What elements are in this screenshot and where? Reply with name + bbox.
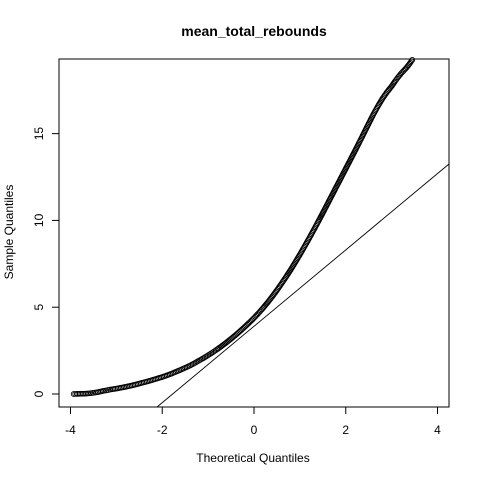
y-axis: 0 5 10 15 xyxy=(32,127,60,397)
x-tick-label: 4 xyxy=(434,423,441,437)
x-axis: -4 -2 0 2 4 xyxy=(65,406,441,437)
x-axis-label: Theoretical Quantiles xyxy=(196,451,309,465)
x-tick-label: -2 xyxy=(157,423,168,437)
plot-frame xyxy=(58,58,450,408)
y-tick-label: 0 xyxy=(32,390,46,397)
qq-reference-line xyxy=(156,163,450,408)
qq-point xyxy=(409,57,416,63)
y-tick-label: 15 xyxy=(32,127,46,141)
x-tick-label: 0 xyxy=(251,423,258,437)
sample-points xyxy=(70,57,416,397)
chart-title: mean_total_rebounds xyxy=(181,23,327,39)
x-tick-label: 2 xyxy=(342,423,349,437)
y-tick-label: 5 xyxy=(32,304,46,311)
y-axis-label: Sample Quantiles xyxy=(2,185,16,280)
x-tick-label: -4 xyxy=(65,423,76,437)
y-tick-label: 10 xyxy=(32,213,46,227)
